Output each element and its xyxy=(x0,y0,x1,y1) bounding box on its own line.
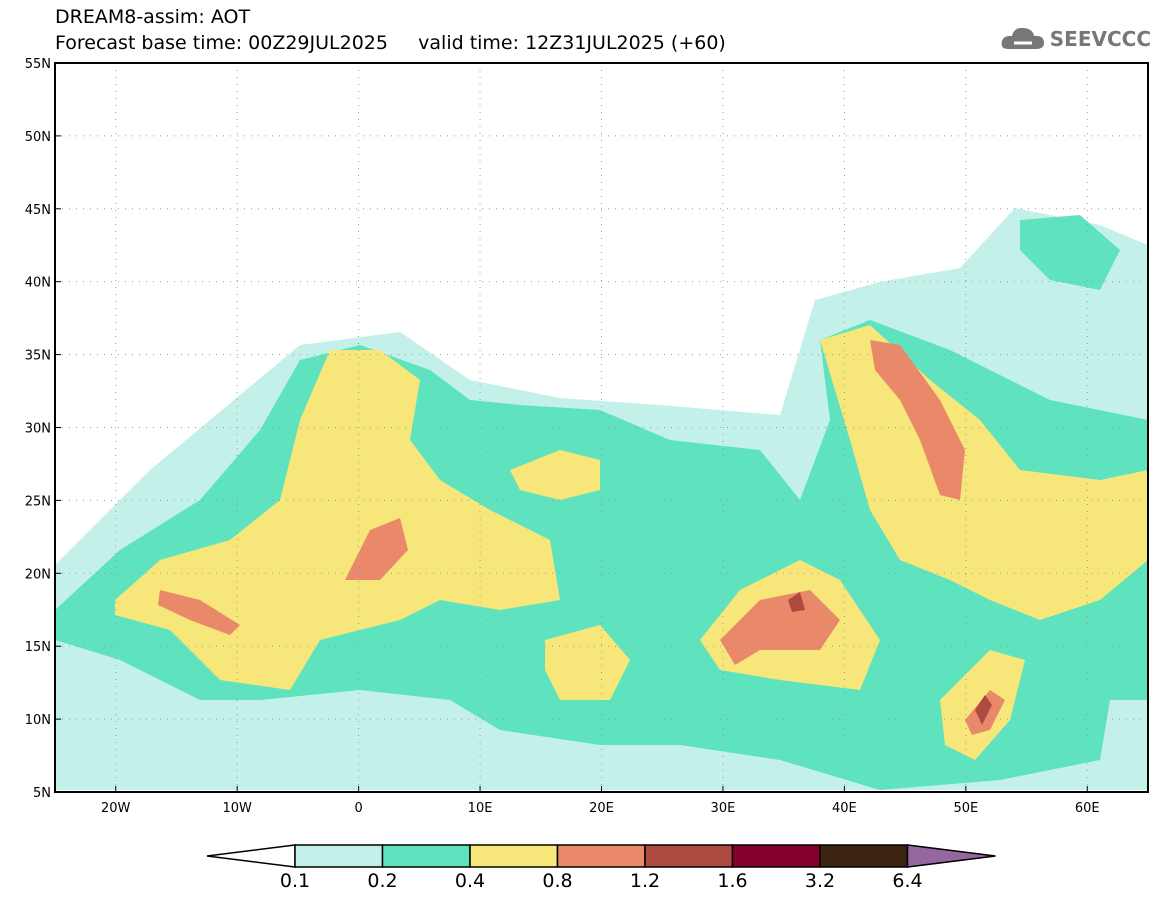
colorbar-segment xyxy=(381,844,471,868)
lon-label: 60E xyxy=(1075,801,1100,816)
colorbar-label: 0.8 xyxy=(542,870,573,892)
aot-contour-0.4-chad xyxy=(545,625,630,700)
chart-title: DREAM8-assim: AOT xyxy=(55,6,251,28)
colorbar-label: 0.1 xyxy=(279,870,311,892)
lat-label: 20N xyxy=(25,567,51,582)
lon-label: 10E xyxy=(468,801,493,816)
aot-contour-0.8-mali xyxy=(345,518,408,580)
colorbar-segment xyxy=(556,844,646,868)
lat-label: 25N xyxy=(25,494,51,509)
lon-label: 20E xyxy=(589,801,614,816)
colorbar-segment xyxy=(469,844,559,868)
lat-label: 10N xyxy=(25,713,51,728)
colorbar-label: 1.2 xyxy=(629,870,661,892)
colorbar-upper-extension xyxy=(906,844,996,868)
lat-label: 50N xyxy=(25,130,51,145)
colorbar-label: 0.2 xyxy=(367,870,398,892)
seevccc-logo: SEEVCCC xyxy=(1000,25,1151,53)
logo-text: SEEVCCC xyxy=(1049,27,1151,51)
lon-label: 20W xyxy=(101,801,131,816)
aot-contour-0.4-west xyxy=(115,350,560,690)
colorbar-segment xyxy=(819,844,909,868)
colorbar-label: 6.4 xyxy=(892,870,923,892)
colorbar-lower-extension xyxy=(206,844,296,868)
colorbar-label: 1.6 xyxy=(717,870,748,892)
colorbar xyxy=(206,844,996,868)
colorbar-label: 3.2 xyxy=(804,870,836,892)
lon-label: 30E xyxy=(711,801,736,816)
lat-label: 15N xyxy=(25,640,51,655)
aot-contour-0.8-iraq xyxy=(870,340,965,500)
lat-label: 5N xyxy=(33,786,51,801)
aot-contour-1.2-sudan xyxy=(788,592,805,612)
lat-label: 55N xyxy=(25,57,51,72)
aot-contour-0.2-caspian xyxy=(1020,215,1120,290)
lon-label: 50E xyxy=(953,801,978,816)
colorbar-segment xyxy=(731,844,821,868)
aot-contour-0.8-mauritania xyxy=(158,590,240,635)
lon-label: 10W xyxy=(222,801,252,816)
colorbar-segment xyxy=(644,844,734,868)
lat-label: 35N xyxy=(25,349,51,364)
lat-label: 30N xyxy=(25,422,51,437)
colorbar-label: 0.4 xyxy=(454,870,486,892)
aot-contour-0.8-sudan xyxy=(720,590,840,665)
aot-contour-0.4-central xyxy=(510,450,600,500)
lat-label: 40N xyxy=(25,276,51,291)
cloud-icon xyxy=(1001,27,1044,49)
lon-label: 40E xyxy=(832,801,857,816)
lon-label: 0 xyxy=(354,801,362,816)
colorbar-segment xyxy=(294,844,384,868)
chart-subtitle: Forecast base time: 00Z29JUL2025 valid t… xyxy=(55,32,726,54)
aot-contour-1.2-somalia xyxy=(975,695,992,725)
lat-label: 45N xyxy=(25,203,51,218)
